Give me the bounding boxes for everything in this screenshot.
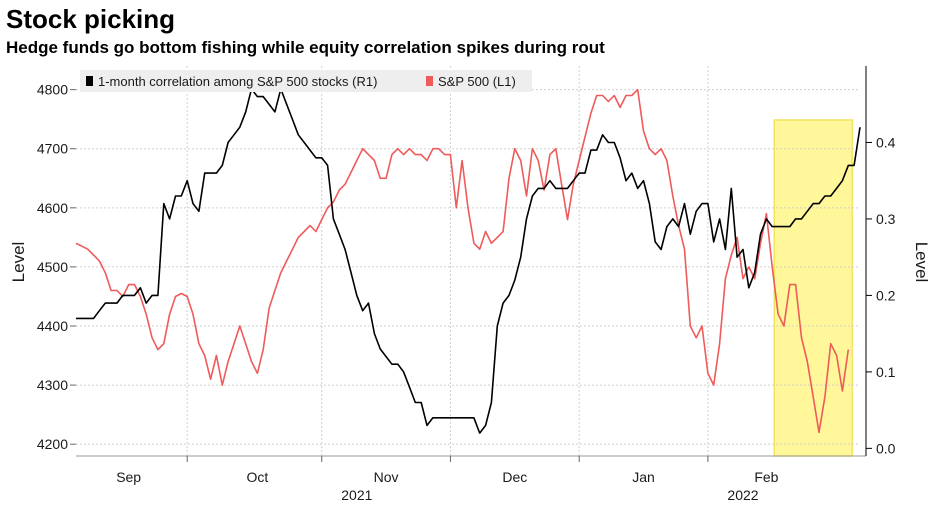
- x-year-label: 2022: [727, 487, 758, 503]
- legend-label-sp500: S&P 500 (L1): [438, 74, 516, 89]
- legend-label-correlation: 1-month correlation among S&P 500 stocks…: [98, 74, 377, 89]
- series-lines: [75, 88, 861, 434]
- y-axis-left: 4200 4300 4400 4500 4600 4700 4800: [37, 82, 76, 452]
- x-tick-label: Dec: [502, 469, 527, 485]
- x-tick-label: Jan: [632, 469, 655, 485]
- y-tick-left: 4700: [37, 141, 68, 157]
- gridlines: [76, 66, 860, 456]
- series-sp500-line: [75, 88, 850, 434]
- y-tick-right: 0.4: [876, 134, 896, 150]
- chart-subtitle: Hedge funds go bottom fishing while equi…: [6, 38, 605, 57]
- x-year-label: 2021: [341, 487, 372, 503]
- legend-swatch-sp500: [426, 76, 433, 86]
- legend-background: [80, 70, 532, 92]
- y-tick-left: 4800: [37, 82, 68, 98]
- y-tick-right: 0.2: [876, 287, 896, 303]
- x-tick-label: Nov: [374, 469, 399, 485]
- x-tick-label: Sep: [116, 469, 141, 485]
- y-tick-right: 0.0: [876, 440, 896, 456]
- legend-swatch-correlation: [86, 76, 93, 86]
- x-axis: Sep Oct Nov Dec Jan Feb 2021 2022: [116, 456, 779, 503]
- x-tick-label: Oct: [246, 469, 268, 485]
- y-tick-left: 4600: [37, 200, 68, 216]
- y-tick-left: 4200: [37, 436, 68, 452]
- y-axis-label-left: Level: [9, 242, 28, 283]
- y-axis-label-right: Level: [912, 242, 931, 283]
- chart-title: Stock picking: [6, 4, 176, 34]
- y-tick-left: 4300: [37, 377, 68, 393]
- y-tick-left: 4400: [37, 318, 68, 334]
- y-tick-right: 0.3: [876, 211, 896, 227]
- y-tick-right: 0.1: [876, 364, 896, 380]
- series-correlation-line: [76, 88, 861, 434]
- y-tick-left: 4500: [37, 259, 68, 275]
- x-tick-label: Feb: [754, 469, 778, 485]
- highlight-region: [773, 119, 853, 457]
- y-axis-right: 0.0 0.1 0.2 0.3 0.4: [866, 134, 896, 456]
- legend: 1-month correlation among S&P 500 stocks…: [80, 70, 532, 92]
